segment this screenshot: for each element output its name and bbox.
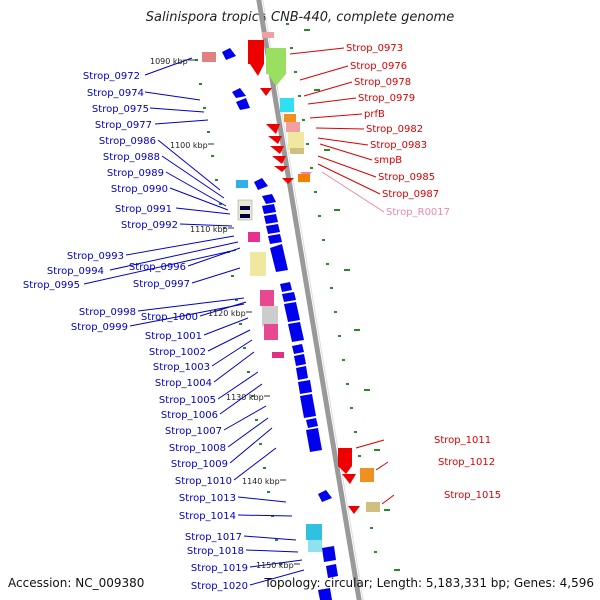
genome-summary-text: Topology: circular; Length: 5,183,331 bp… bbox=[264, 576, 594, 590]
genome-backbone bbox=[256, 0, 362, 600]
gene-label-strop-0972[interactable]: Strop_0972 bbox=[83, 71, 140, 82]
kbp-marker-1100: 1100 kbp bbox=[170, 141, 208, 150]
gene-label-strop-1004[interactable]: Strop_1004 bbox=[155, 378, 212, 389]
left-gene-labels: Strop_0972 Strop_0974 Strop_0975 Strop_0… bbox=[23, 71, 248, 592]
position-ticks-outer bbox=[304, 29, 400, 571]
gene-label-strop-0975[interactable]: Strop_0975 bbox=[92, 104, 149, 115]
gene-label-strop-1013[interactable]: Strop_1013 bbox=[179, 493, 236, 504]
gene-label-strop-0986[interactable]: Strop_0986 bbox=[99, 136, 156, 147]
gene-label-strop-1012[interactable]: Strop_1012 bbox=[438, 457, 495, 468]
gene-label-strop-1015[interactable]: Strop_1015 bbox=[444, 490, 501, 501]
left-leader-lines bbox=[83, 57, 305, 586]
gene-label-strop-1011[interactable]: Strop_1011 bbox=[434, 435, 491, 446]
kbp-marker-1130: 1130 kbp bbox=[226, 393, 264, 402]
gene-label-strop-0974[interactable]: Strop_0974 bbox=[87, 88, 144, 99]
gene-label-strop-0994[interactable]: Strop_0994 bbox=[47, 266, 104, 277]
kbp-marker-1120: 1120 kbp bbox=[208, 309, 246, 318]
genome-backbone-edge bbox=[262, 0, 364, 600]
gene-label-smpb[interactable]: smpB bbox=[374, 155, 402, 166]
rna-leader-line bbox=[321, 171, 385, 213]
gene-label-strop-0977[interactable]: Strop_0977 bbox=[95, 120, 152, 131]
gene-label-strop-1002[interactable]: Strop_1002 bbox=[149, 347, 206, 358]
gene-label-strop-1007[interactable]: Strop_1007 bbox=[165, 426, 222, 437]
kbp-marker-1110: 1110 kbp bbox=[190, 225, 228, 234]
gene-label-strop-1017[interactable]: Strop_1017 bbox=[185, 532, 242, 543]
gene-label-strop-0999[interactable]: Strop_0999 bbox=[71, 322, 128, 333]
gene-label-strop-0985[interactable]: Strop_0985 bbox=[378, 172, 435, 183]
kbp-marker-1090: 1090 kbp bbox=[150, 57, 188, 66]
gene-label-strop-0983[interactable]: Strop_0983 bbox=[370, 140, 427, 151]
gene-label-strop-1019[interactable]: Strop_1019 bbox=[191, 563, 248, 574]
gene-label-strop-1000[interactable]: Strop_1000 bbox=[141, 312, 198, 323]
gene-label-strop-1003[interactable]: Strop_1003 bbox=[153, 362, 210, 373]
page-title: Salinispora tropica CNB-440, complete ge… bbox=[145, 10, 455, 25]
gene-label-strop-0998[interactable]: Strop_0998 bbox=[79, 307, 136, 318]
gene-label-strop-1001[interactable]: Strop_1001 bbox=[145, 331, 202, 342]
gene-label-strop-1014[interactable]: Strop_1014 bbox=[179, 511, 236, 522]
kbp-markers: 1090 kbp 1100 kbp 1110 kbp 1120 kbp 1130… bbox=[150, 57, 294, 570]
gene-label-strop-1009[interactable]: Strop_1009 bbox=[171, 459, 228, 470]
gene-label-strop-1005[interactable]: Strop_1005 bbox=[159, 395, 216, 406]
gene-label-strop-0991[interactable]: Strop_0991 bbox=[115, 204, 172, 215]
gene-label-strop-0976[interactable]: Strop_0976 bbox=[350, 61, 407, 72]
forward-genes bbox=[222, 48, 338, 600]
kbp-marker-1150: 1150 kbp bbox=[256, 561, 294, 570]
gene-label-strop-0996[interactable]: Strop_0996 bbox=[129, 262, 186, 273]
reverse-genes bbox=[248, 32, 380, 514]
gene-label-strop-0979[interactable]: Strop_0979 bbox=[358, 93, 415, 104]
gene-label-strop-0990[interactable]: Strop_0990 bbox=[111, 184, 168, 195]
gene-label-strop-0978[interactable]: Strop_0978 bbox=[354, 77, 411, 88]
gene-label-strop-0987[interactable]: Strop_0987 bbox=[382, 189, 439, 200]
gene-label-strop-0992[interactable]: Strop_0992 bbox=[121, 220, 178, 231]
gene-label-strop-1020[interactable]: Strop_1020 bbox=[191, 581, 248, 592]
accession-text: Accession: NC_009380 bbox=[8, 576, 145, 590]
right-gene-labels: Strop_0973 Strop_0976 Strop_0978 Strop_0… bbox=[346, 43, 501, 501]
gene-label-strop-r0017[interactable]: Strop_R0017 bbox=[386, 207, 450, 218]
gene-label-strop-0989[interactable]: Strop_0989 bbox=[107, 168, 164, 179]
gene-label-strop-0988[interactable]: Strop_0988 bbox=[103, 152, 160, 163]
gene-label-strop-1008[interactable]: Strop_1008 bbox=[169, 443, 226, 454]
gene-label-prfb[interactable]: prfB bbox=[364, 109, 385, 120]
gene-label-strop-1018[interactable]: Strop_1018 bbox=[187, 546, 244, 557]
kbp-marker-1140: 1140 kbp bbox=[242, 477, 280, 486]
gene-label-strop-0982[interactable]: Strop_0982 bbox=[366, 124, 423, 135]
gene-label-strop-0973[interactable]: Strop_0973 bbox=[346, 43, 403, 54]
gene-label-strop-1006[interactable]: Strop_1006 bbox=[161, 410, 218, 421]
gene-label-strop-0995[interactable]: Strop_0995 bbox=[23, 280, 80, 291]
gene-label-strop-0993[interactable]: Strop_0993 bbox=[67, 251, 124, 262]
gene-label-strop-0997[interactable]: Strop_0997 bbox=[133, 279, 190, 290]
right-leader-lines bbox=[289, 47, 395, 505]
kbp-marker-ticks bbox=[188, 59, 300, 565]
left-strand-blocks bbox=[202, 52, 322, 552]
gene-label-strop-1010[interactable]: Strop_1010 bbox=[175, 476, 232, 487]
